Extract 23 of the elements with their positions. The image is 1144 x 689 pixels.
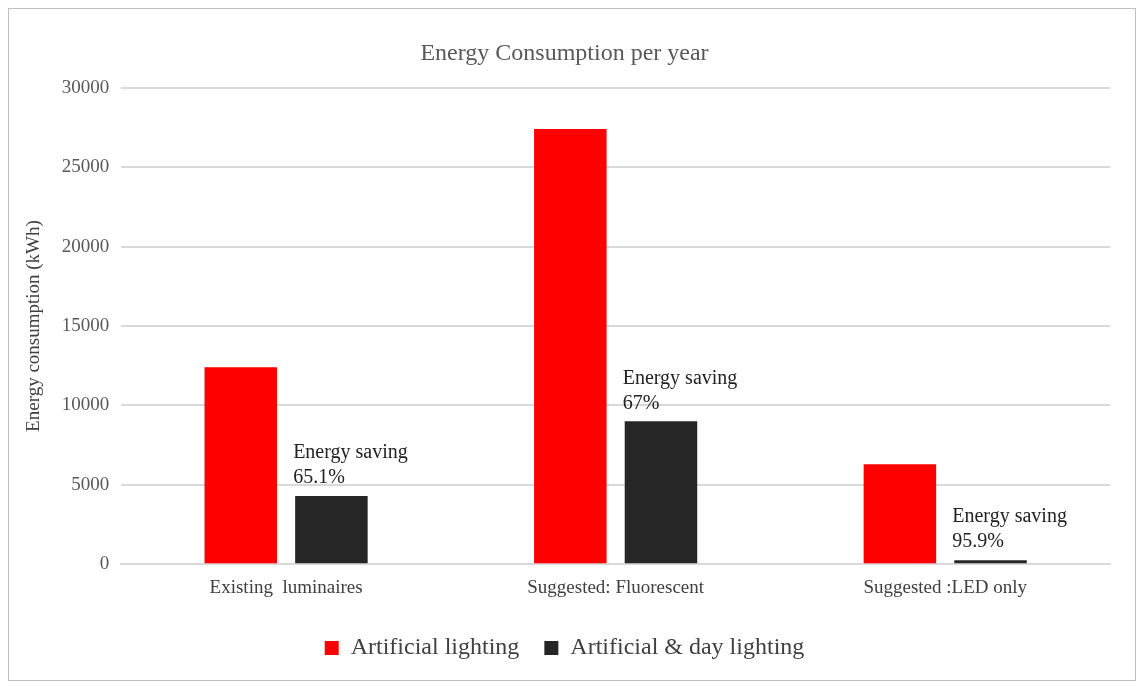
bar — [863, 464, 937, 564]
bar — [295, 495, 368, 564]
y-tick-label: 15000 — [61, 313, 110, 335]
bar — [204, 367, 278, 564]
y-tick-label: 25000 — [61, 155, 110, 177]
x-tick-label: Suggested :LED only — [863, 575, 1028, 597]
y-tick-label: 5000 — [71, 472, 110, 494]
bar — [624, 421, 698, 564]
annotation: Energy saving 67% — [622, 365, 738, 413]
y-tick-label: 0 — [99, 552, 110, 574]
y-tick-label: 20000 — [61, 234, 110, 256]
x-tick-label: Existing luminaires — [209, 575, 363, 597]
legend-label: Artificial & day lighting — [570, 633, 805, 660]
bar — [954, 560, 1027, 564]
annotation: Energy saving 95.9% — [952, 504, 1067, 552]
y-tick-label: 30000 — [61, 75, 110, 97]
x-tick-label: Suggested: Fluorescent — [527, 575, 705, 597]
legend-label: Artificial lighting — [350, 633, 520, 660]
bar — [534, 129, 607, 564]
annotation: Energy saving 65.1% — [293, 440, 408, 488]
y-axis-title: Energy consumption (kWh) — [22, 220, 45, 432]
y-tick-label: 10000 — [61, 393, 110, 415]
chart-title: Energy Consumption per year — [420, 38, 709, 65]
